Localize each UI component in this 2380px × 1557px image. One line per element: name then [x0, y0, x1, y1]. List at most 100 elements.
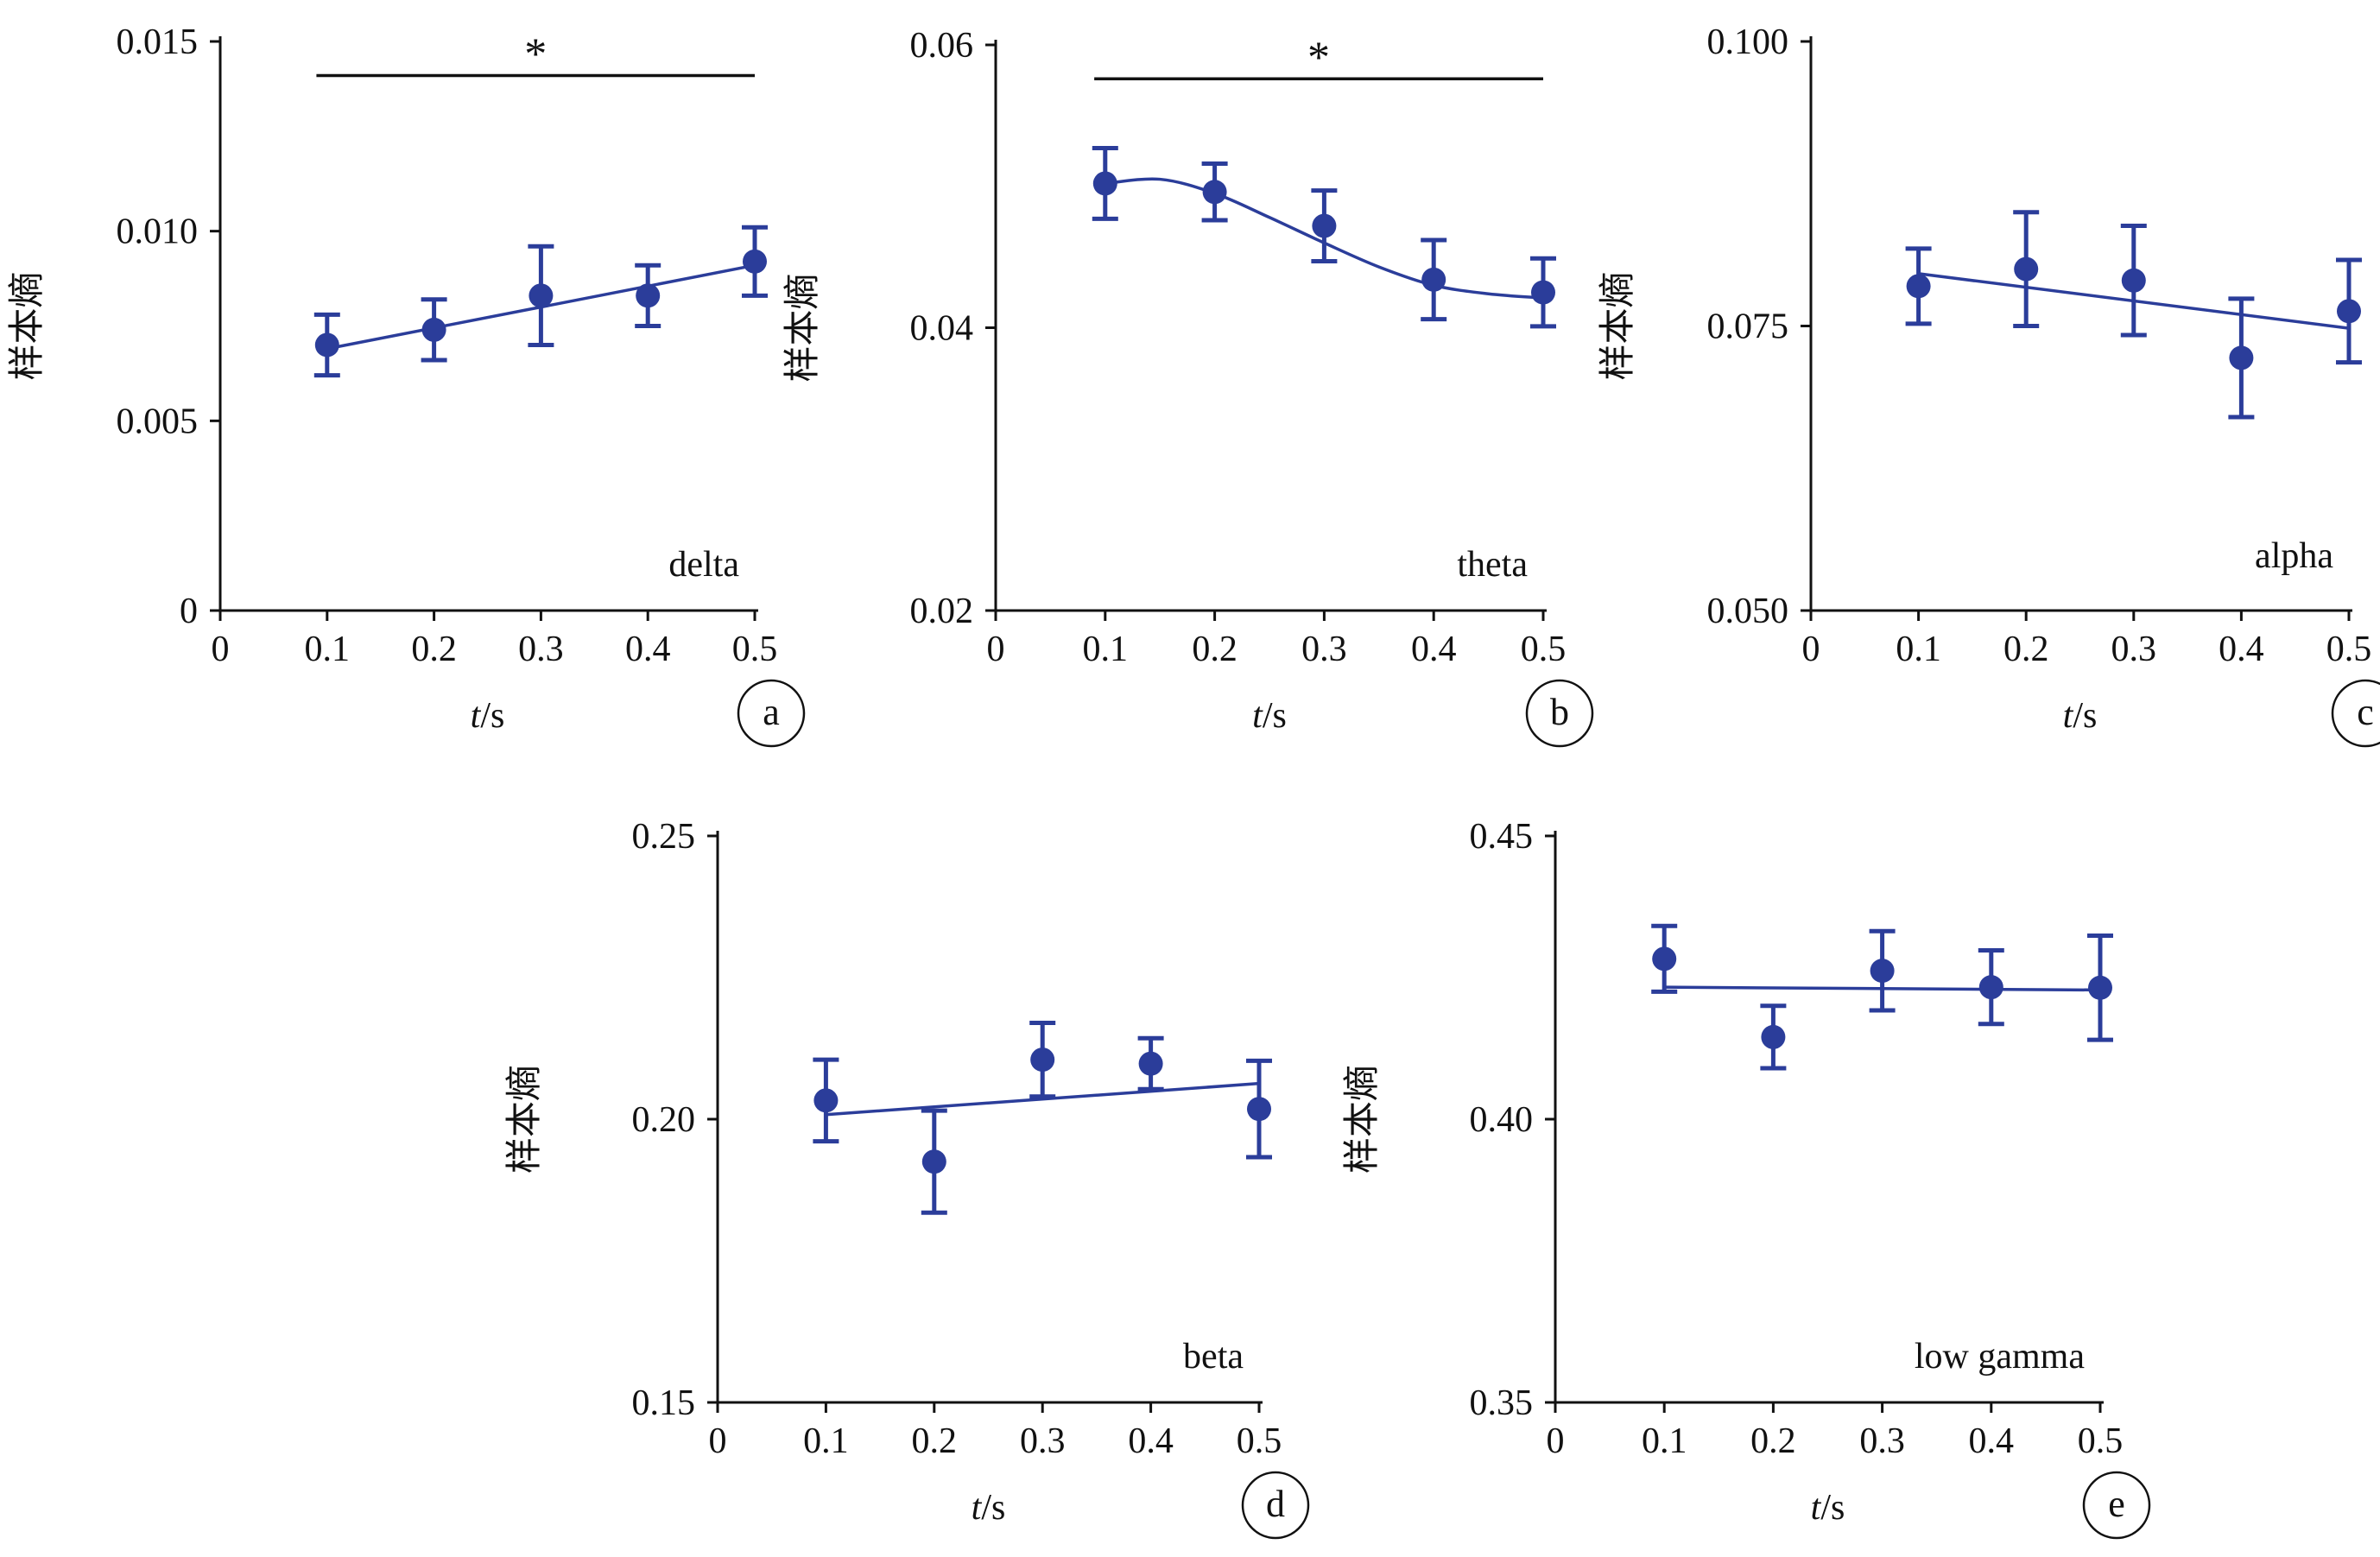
x-tick-label: 0.3: [1020, 1421, 1066, 1461]
x-axis-title: t/s: [972, 1488, 1006, 1528]
x-tick-label: 0: [1802, 630, 1820, 669]
x-tick-label: 0.1: [1083, 630, 1129, 669]
band-name: beta: [1183, 1337, 1244, 1377]
x-tick-label: 0.3: [2111, 630, 2157, 669]
data-point: [2014, 256, 2039, 282]
x-tick-label: 0.2: [1192, 630, 1237, 669]
data-point: [2088, 975, 2112, 1000]
panel-label-circle: [1241, 1471, 1310, 1540]
y-axis-title: 样本熵: [782, 273, 823, 382]
x-tick-label: 0.5: [2078, 1421, 2124, 1461]
x-tick-label: 0.1: [1642, 1421, 1687, 1461]
x-tick-label: 0: [709, 1421, 727, 1461]
panel-a: 0 0.1 0.2 0.3 0.4 0.5 0 0.005 0.010 0.015 样本熵 t/s a d…: [7, 22, 806, 748]
panel-label: b: [1550, 691, 1569, 733]
x-tick-label: 0.5: [1521, 630, 1567, 669]
data-point: [1030, 1047, 1055, 1073]
data-point: [1761, 1024, 1786, 1049]
data-point: [1138, 1051, 1163, 1076]
data-point: [1652, 946, 1677, 972]
panel-label: c: [2357, 691, 2374, 733]
x-tick-label: 0.3: [1859, 1421, 1905, 1461]
data-point: [921, 1149, 946, 1174]
significance-star: *: [524, 30, 547, 79]
data-point: [1092, 171, 1117, 196]
band-name: alpha: [2255, 536, 2333, 576]
x-tick-label: 0.2: [1750, 1421, 1796, 1461]
data-point: [1531, 280, 1555, 305]
data-point: [1978, 975, 2003, 1000]
band-name: theta: [1457, 545, 1528, 585]
data-point: [2337, 299, 2361, 324]
data-point: [529, 283, 554, 308]
data-point: [1312, 213, 1337, 238]
x-tick-label: 0.5: [1237, 1421, 1282, 1461]
x-tick-label: 0.2: [912, 1421, 958, 1461]
panel-label-circle: [737, 679, 806, 748]
data-point: [1247, 1097, 1271, 1122]
y-tick-label: 0.050: [1707, 592, 1789, 631]
panel-label: e: [2108, 1483, 2125, 1525]
x-axis-title: t/s: [1811, 1488, 1845, 1528]
x-tick-label: 0.3: [1301, 630, 1347, 669]
data-point: [813, 1088, 839, 1113]
y-tick-label: 0.20: [632, 1100, 696, 1140]
x-tick-label: 0.4: [1128, 1421, 1174, 1461]
x-tick-label: 0.1: [803, 1421, 849, 1461]
x-axis-title: t/s: [471, 696, 505, 736]
panel-label: a: [763, 691, 780, 733]
x-tick-label: 0.2: [2003, 630, 2049, 669]
x-tick-label: 0.4: [1411, 630, 1457, 669]
x-tick-label: 0: [1547, 1421, 1565, 1461]
x-tick-label: 0.3: [518, 630, 564, 669]
fit-line: [826, 1081, 1260, 1117]
y-tick-label: 0.35: [1470, 1383, 1534, 1423]
y-axis-title: 样本熵: [1342, 1065, 1383, 1174]
y-axis-title: 样本熵: [504, 1065, 545, 1174]
x-tick-label: 0.5: [732, 630, 778, 669]
x-tick-label: 0.1: [1896, 630, 1941, 669]
x-tick-label: 0.2: [411, 630, 457, 669]
y-axis-title: 样本熵: [7, 271, 47, 380]
x-axis-title: t/s: [2063, 696, 2098, 736]
y-tick-label: 0.15: [632, 1383, 696, 1423]
data-point: [1421, 267, 1446, 292]
x-tick-label: 0: [212, 630, 230, 669]
panel-label-circle: [2082, 1471, 2151, 1540]
band-name: delta: [668, 545, 739, 585]
y-tick-label: 0.075: [1707, 307, 1789, 347]
y-tick-label: 0.02: [910, 592, 974, 631]
y-tick-label: 0.06: [910, 26, 974, 66]
panel-c: 0 0.1 0.2 0.3 0.4 0.5 0.050 0.075 0.100 样本熵 t/s c al…: [1598, 22, 2380, 748]
y-axis-title: 样本熵: [1598, 271, 1638, 380]
x-tick-label: 0.5: [2326, 630, 2372, 669]
y-tick-label: 0: [180, 592, 198, 631]
y-tick-label: 0.010: [117, 212, 199, 252]
data-point: [743, 249, 767, 274]
significance-star: *: [1307, 33, 1330, 82]
x-tick-label: 0.4: [1969, 1421, 2015, 1461]
y-tick-label: 0.40: [1470, 1100, 1534, 1140]
y-tick-label: 0.100: [1707, 22, 1789, 62]
data-point: [1906, 274, 1931, 299]
x-tick-label: 0.4: [625, 630, 671, 669]
data-point: [314, 332, 339, 358]
panel-b: 0 0.1 0.2 0.3 0.4 0.5 0.02 0.04 0.06 样本熵 t/s b theta…: [782, 26, 1594, 748]
x-axis-title: t/s: [1252, 696, 1287, 736]
x-tick-label: 0.4: [2219, 630, 2264, 669]
y-tick-label: 0.04: [910, 309, 974, 349]
x-tick-label: 0.1: [305, 630, 351, 669]
band-name: low gamma: [1915, 1337, 2085, 1377]
data-point: [421, 317, 446, 342]
data-point: [2229, 345, 2254, 370]
y-tick-label: 0.45: [1470, 817, 1534, 857]
panel-d: 0 0.1 0.2 0.3 0.4 0.5 0.15 0.20 0.25 样本熵 t/s d beta: [504, 817, 1310, 1540]
panel-label: d: [1266, 1483, 1285, 1525]
y-tick-label: 0.015: [117, 22, 199, 62]
x-tick-label: 0: [987, 630, 1005, 669]
panel-label-circle: [1525, 679, 1594, 748]
panel-label-circle: [2331, 679, 2380, 748]
data-point: [1202, 180, 1227, 205]
data-point: [636, 283, 661, 308]
